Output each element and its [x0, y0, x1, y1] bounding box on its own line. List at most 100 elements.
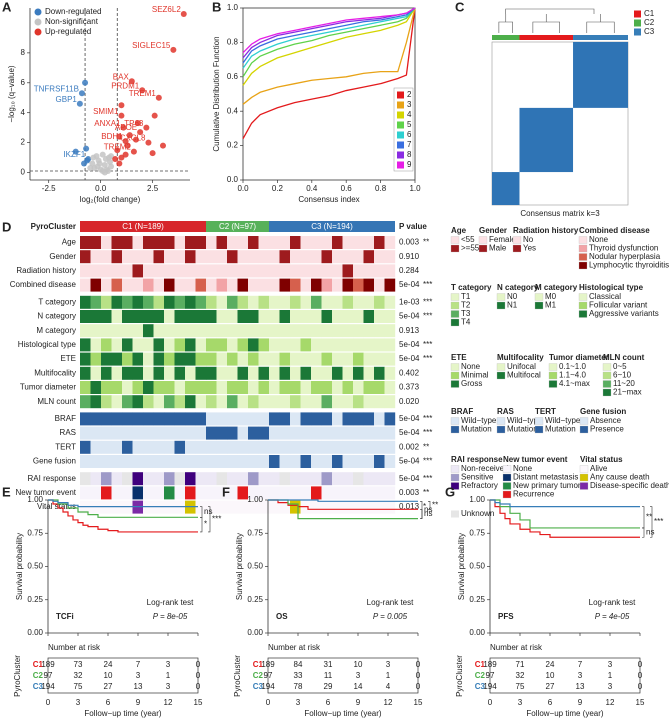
cell — [80, 236, 91, 249]
legend-label: <55 — [461, 235, 475, 244]
bracket — [420, 509, 423, 519]
point — [108, 153, 115, 160]
cell — [290, 455, 301, 468]
row-label: BRAF — [55, 414, 76, 423]
cell — [185, 338, 196, 352]
cell — [132, 264, 144, 278]
cell — [80, 324, 91, 338]
significance: *** — [423, 312, 432, 321]
y-tick-label: 0.00 — [469, 628, 485, 637]
cell — [269, 310, 280, 323]
legend-label: Male — [489, 244, 507, 253]
legend-title: Combined disease — [579, 226, 650, 235]
legend-label: C3 — [644, 27, 655, 36]
cell — [374, 236, 385, 249]
cell — [353, 426, 364, 440]
cell — [206, 455, 217, 468]
cell — [153, 426, 165, 440]
x-tick-label: 0.0 — [237, 184, 249, 193]
legend-title: Vital status — [580, 455, 623, 464]
consensus-block — [573, 42, 628, 108]
x-tick-label: 0.0 — [95, 184, 107, 193]
legend-label: >=55 — [461, 244, 480, 253]
x-tick-label: 12 — [164, 698, 173, 707]
cell — [311, 338, 322, 352]
point — [149, 150, 156, 157]
cell — [279, 310, 291, 323]
point-label: CXCL8 — [120, 134, 146, 143]
legend-label: C2 — [644, 18, 655, 27]
legend-swatch — [496, 417, 506, 425]
cell — [185, 395, 196, 409]
cell — [206, 366, 217, 380]
cell — [237, 366, 249, 380]
cell — [80, 278, 91, 292]
cell — [90, 472, 102, 486]
cell — [132, 236, 144, 249]
cell — [258, 366, 270, 380]
row-label: Gene fusion — [33, 457, 76, 466]
cell — [300, 455, 312, 468]
risk-count: 3 — [136, 671, 141, 680]
cell — [122, 381, 133, 394]
cell — [174, 310, 186, 323]
legend-label: T3 — [461, 309, 471, 318]
cell — [300, 395, 312, 409]
cell — [300, 338, 312, 352]
legend-label: Yes — [523, 244, 536, 253]
cell — [237, 295, 249, 309]
legend-label: 4 — [407, 110, 412, 119]
cell — [237, 324, 249, 338]
x-tick-label: 12 — [606, 698, 615, 707]
cell — [227, 366, 238, 380]
cell — [300, 412, 312, 426]
cell — [248, 278, 259, 292]
legend-label: Female — [489, 235, 516, 244]
cell — [279, 426, 291, 440]
cell — [174, 236, 186, 249]
panel-letter: F — [222, 484, 230, 499]
p-value: 0.373 — [399, 383, 420, 392]
legend-swatch — [548, 380, 558, 388]
cell — [269, 412, 280, 426]
legend-label: M0 — [545, 292, 557, 301]
cell — [269, 381, 280, 394]
cell — [195, 278, 207, 292]
bracket-label: ns — [646, 528, 654, 537]
legend-swatch — [534, 417, 544, 425]
cell — [164, 366, 175, 380]
dendrogram — [498, 14, 513, 33]
legend-swatch — [502, 490, 512, 499]
y-tick-label: 0.50 — [27, 562, 43, 571]
cell — [174, 472, 186, 486]
cell — [311, 236, 322, 249]
cell — [374, 324, 385, 338]
cell — [216, 366, 228, 380]
bracket-label: ns — [204, 507, 212, 516]
cell — [311, 500, 322, 514]
risk-count: 7 — [578, 660, 583, 669]
risk-y-label: PyroCluster — [13, 655, 22, 697]
risk-row-label: C2 — [253, 671, 264, 680]
risk-count: 7 — [136, 660, 141, 669]
cell — [321, 440, 333, 454]
cell — [353, 366, 364, 380]
cell — [374, 455, 385, 468]
legend-label: None — [589, 235, 609, 244]
point — [78, 90, 85, 97]
cell — [195, 264, 207, 278]
legend-swatch — [602, 363, 612, 371]
cell — [237, 455, 249, 468]
point-label: BAX — [113, 72, 130, 81]
cell — [164, 250, 175, 264]
legend-label: 1.1~4.0 — [559, 371, 586, 380]
cell — [258, 440, 270, 454]
cell — [279, 338, 291, 352]
legend-label: Absence — [590, 416, 622, 425]
point-label: TP63 — [124, 119, 144, 128]
cell — [216, 381, 228, 394]
point-label: BDH1 — [101, 132, 123, 141]
cell — [332, 412, 343, 426]
cell — [164, 412, 175, 426]
